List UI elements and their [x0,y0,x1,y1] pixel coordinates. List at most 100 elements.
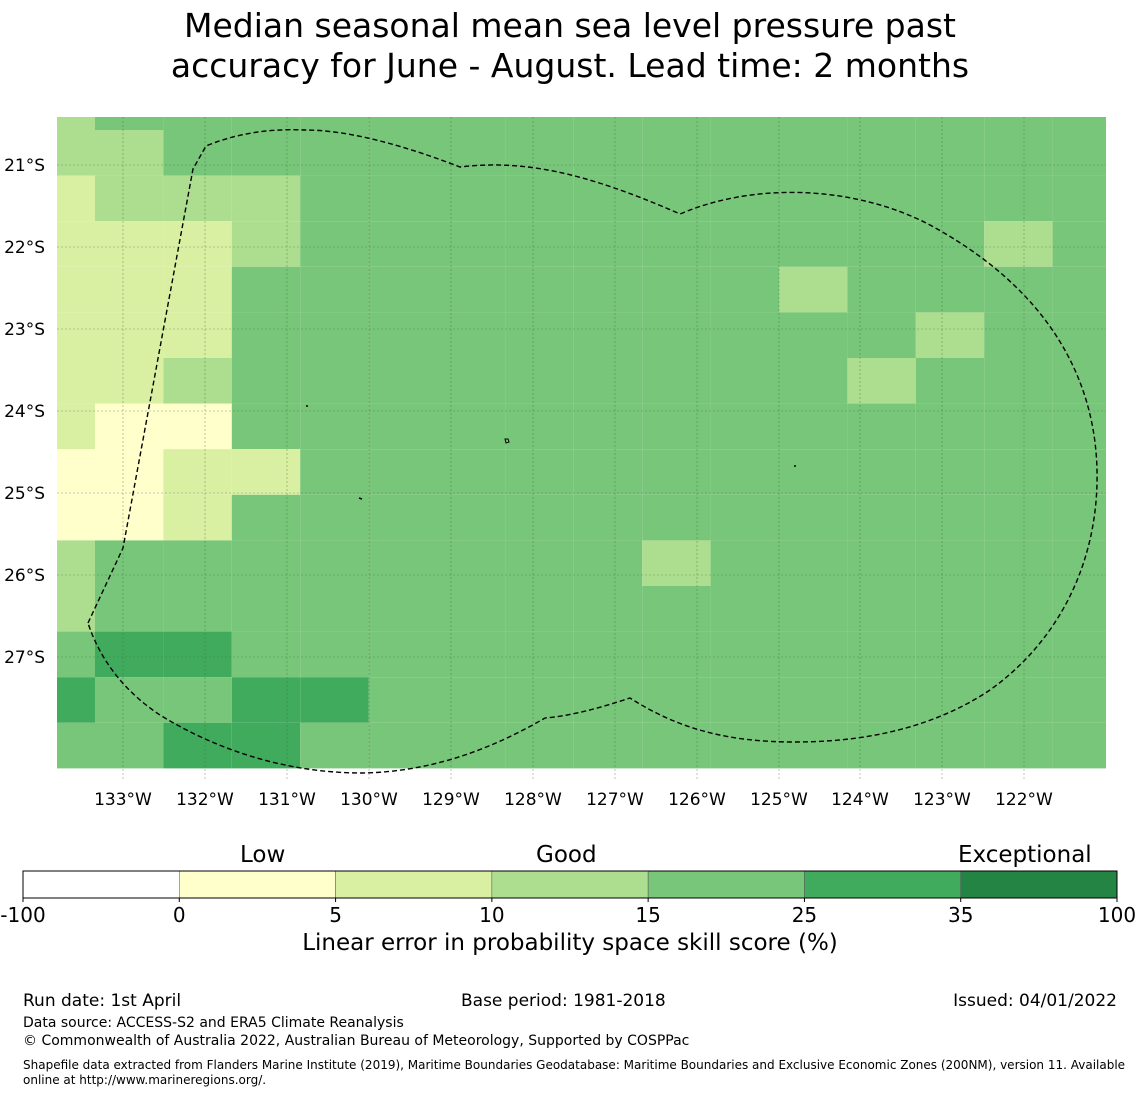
run-date: Run date: 1st April [23,991,182,1011]
grid-cell [368,540,437,586]
eez-boundary [87,129,1098,774]
grid-cell [368,358,437,404]
grid-cell [368,631,437,678]
grid-cell [163,358,232,404]
grid-cell [505,722,574,769]
grid-cell [300,540,369,586]
grid-cell [779,312,848,358]
grid-cell [1052,358,1106,404]
grid-cell [505,494,574,541]
grid-cell [984,175,1053,222]
map-title: Median seasonal mean sea level pressure … [0,6,1140,86]
grid-cell [573,586,643,632]
grid-cell [573,175,643,222]
colorbar-segment [647,870,805,899]
grid-cell [437,358,506,404]
colorbar-segment [804,870,961,899]
category-exceptional: Exceptional [958,842,1092,868]
lon-tick-label: 127°W [586,790,644,810]
grid-cell [710,175,779,222]
grid-cell [710,631,779,678]
grid-cell [915,312,985,358]
grid-cell [847,540,916,586]
grid-cell [847,586,916,632]
grid-cell [915,266,985,313]
grid-cell [300,312,369,358]
grid-cell [573,631,643,678]
grid-cell [984,722,1053,769]
lat-tick-label: 22°S [4,238,45,258]
grid-cell [573,312,643,358]
grid-cell [300,586,369,632]
grid-cell [437,449,506,495]
grid-cell [573,403,643,450]
grid-cell [95,117,164,130]
grid-cell [642,312,711,358]
grid-cell [368,586,437,632]
grid-cell [163,175,232,222]
grid-cell [95,722,164,769]
grid-cell [710,403,779,450]
grid-cell [505,358,574,404]
grid-cell [847,449,916,495]
grid-cell [231,722,301,769]
grid-cell [847,631,916,678]
grid-cell [231,677,301,723]
grid-cell [915,449,985,495]
grid-cell [300,175,369,222]
grid-cell [642,677,711,723]
lat-tick-label: 23°S [4,320,45,340]
lon-tick-label: 131°W [258,790,316,810]
grid-cell [437,494,506,541]
grid-cell [1052,130,1106,176]
grid-cell [300,117,369,130]
grid-cell [710,221,779,267]
lon-tick-label: 124°W [831,790,889,810]
grid-cell [573,221,643,267]
grid-cell [573,130,643,176]
grid-cell [642,221,711,267]
grid-cell [437,130,506,176]
grid-cell [437,117,506,130]
grid-cell [231,266,301,313]
grid-cell [300,130,369,176]
grid-cell [847,403,916,450]
grid-cell [163,631,232,678]
grid-cell [163,540,232,586]
grid-cell [57,449,95,495]
grid-cell [915,722,985,769]
grid-cell [163,312,232,358]
grid-cell [642,631,711,678]
grid-cell [57,358,95,404]
grid-cell [368,312,437,358]
lon-tick-label: 130°W [340,790,398,810]
colorbar-tick-label: -100 [0,903,45,927]
grid-cell [984,358,1053,404]
grid-cell [710,677,779,723]
grid-cell [505,312,574,358]
grid-cell [779,117,848,130]
lat-tick-label: 21°S [4,156,45,176]
grid-cell [915,586,985,632]
grid-cell [95,677,164,723]
grid-cell [779,221,848,267]
grid-cell [300,631,369,678]
colorbar-tick-label: 25 [792,903,817,927]
grid-cell [710,358,779,404]
lat-tick-label: 25°S [4,484,45,504]
grid-cell [368,221,437,267]
lon-tick-label: 126°W [668,790,726,810]
grid-cell [779,677,848,723]
grid-cell [984,494,1053,541]
grid-cell [95,631,164,678]
grid-cell [95,312,164,358]
grid-cell [573,494,643,541]
shapefile-credit: Shapefile data extracted from Flanders M… [23,1058,1126,1087]
grid-cell [505,266,574,313]
grid-cell [57,403,95,450]
grid-cell [163,449,232,495]
grid-cell [231,494,301,541]
grid-cell [95,403,164,450]
grid-cell [368,494,437,541]
grid-cell [57,540,95,586]
